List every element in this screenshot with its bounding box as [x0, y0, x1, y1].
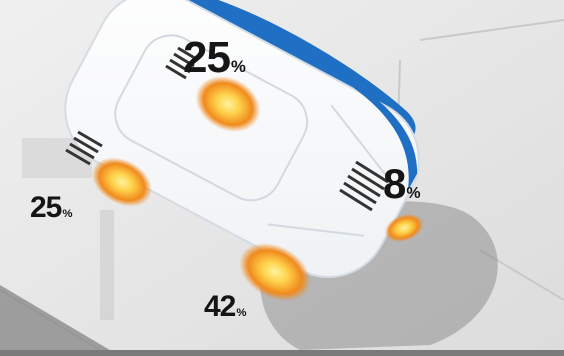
car-side-blue	[335, 72, 418, 192]
tread-marks-icon	[165, 46, 199, 80]
load-label-rear-left: 25%	[30, 191, 73, 224]
car-body-icon	[64, 0, 420, 278]
load-label-front-left: 25%	[183, 33, 246, 82]
car-crease	[267, 223, 364, 237]
car-body	[64, 0, 420, 278]
load-label-front-right: 8%	[383, 160, 421, 207]
tire-contact-patch-icon	[195, 76, 261, 132]
car-crease	[330, 104, 393, 184]
tire-contact-patch-icon	[384, 213, 424, 243]
tread-marks-icon	[339, 160, 389, 212]
tread-marks-icon	[65, 130, 103, 166]
tire-contact-patch-icon	[239, 242, 311, 302]
car-roof	[114, 34, 309, 202]
load-label-rear-right: 42%	[204, 290, 247, 323]
road-shadow	[0, 285, 120, 356]
bottom-strip	[0, 350, 564, 356]
curb-block	[100, 210, 114, 320]
tire-contact-patch-icon	[91, 157, 153, 207]
